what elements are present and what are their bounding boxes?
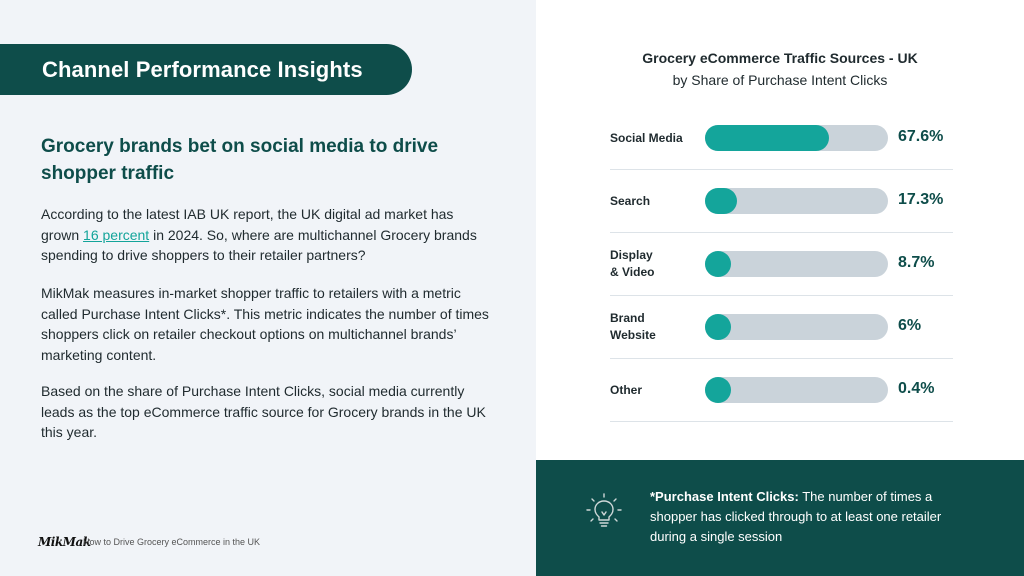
category-label-display: Display & Video [610, 247, 700, 281]
bar-social-media [705, 125, 829, 151]
row-divider [610, 169, 953, 170]
bar-track-other [705, 377, 888, 403]
category-label-line: Social Media [610, 131, 683, 145]
bar-other [705, 377, 731, 403]
paragraph-conclusion: Based on the share of Purchase Intent Cl… [41, 383, 486, 440]
value-label-display: 8.7% [898, 254, 935, 271]
category-label-search: Search [610, 193, 700, 210]
left-panel [0, 0, 536, 576]
headline: Grocery brands bet on social media to dr… [41, 136, 439, 184]
bar-brand [705, 314, 731, 340]
footer-text: How to Drive Grocery eCommerce in the UK [83, 537, 261, 547]
paragraph-intro-start: According to the latest IAB UK report, t… [41, 206, 454, 243]
row-divider [610, 421, 953, 422]
category-label-line: Website [610, 328, 656, 342]
chart-subtitle: by Share of Purchase Intent Clicks [672, 72, 888, 88]
category-label-line: Display [610, 248, 653, 262]
row-divider [610, 232, 953, 233]
category-label-line: Search [610, 194, 651, 208]
definition-note: *Purchase Intent Clicks: The number of t… [650, 487, 980, 547]
chart-title: Grocery eCommerce Traffic Sources - UK [642, 50, 918, 66]
paragraph-metric: MikMak measures in-market shopper traffi… [41, 285, 489, 363]
category-label-line: Other [610, 383, 643, 397]
bar-display [705, 251, 731, 277]
section-title-pill: Channel Performance Insights [0, 44, 412, 95]
section-title: Channel Performance Insights [42, 57, 363, 82]
bar-track-brand [705, 314, 888, 340]
paragraph-intro-end: in 2024. So, where are multichannel Groc… [41, 226, 477, 264]
bar-track-display [705, 251, 888, 277]
category-label-line: & Video [610, 265, 655, 279]
category-label-line: Brand [610, 311, 645, 325]
category-label-brand: Brand Website [610, 310, 700, 344]
row-divider [610, 358, 953, 359]
value-label-social-media: 67.6% [898, 128, 944, 145]
definition-text: The number of times a shopper has clicke… [650, 489, 942, 544]
definition-term: *Purchase Intent Clicks: [650, 489, 799, 504]
category-label-social-media: Social Media [610, 130, 700, 147]
bar-search [705, 188, 737, 214]
value-label-brand: 6% [898, 317, 922, 334]
lightbulb-icon [586, 493, 622, 527]
category-label-other: Other [610, 382, 700, 399]
iab-report-link[interactable]: 16 percent [83, 226, 150, 243]
paragraph-intro: According to the latest IAB UK report, t… [41, 204, 491, 266]
mikmak-logo: MikMak [38, 535, 91, 549]
value-label-search: 17.3% [898, 191, 944, 208]
value-label-other: 0.4% [898, 380, 935, 397]
row-divider [610, 295, 953, 296]
definition-panel [536, 460, 1024, 576]
